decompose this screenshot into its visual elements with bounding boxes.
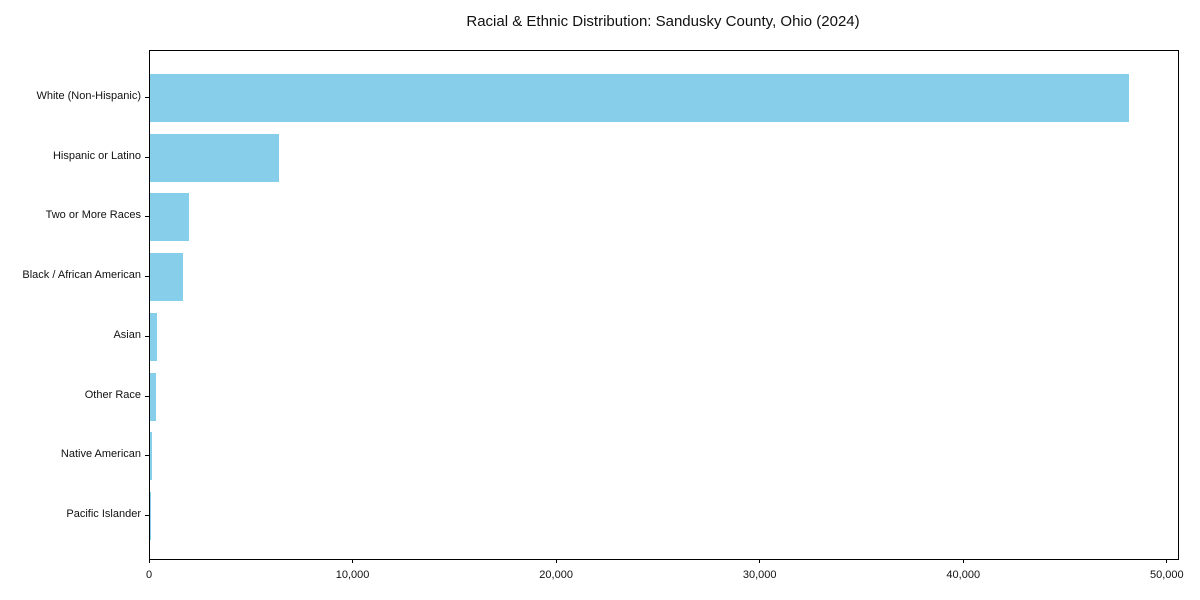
bar-black-african-american — [150, 253, 183, 302]
y-tick-mark — [145, 97, 149, 98]
y-tick-mark — [145, 395, 149, 397]
y-tick-label-other-race: Other Race — [84, 388, 141, 401]
y-tick-label-native-american: Native American — [60, 448, 141, 461]
x-tick-mark — [148, 559, 150, 563]
y-tick-mark — [145, 156, 149, 158]
x-tick-mark — [1166, 559, 1168, 563]
y-tick-label-two-or-more-races: Two or More Races — [45, 209, 141, 222]
bar-white-non-hispanic — [150, 74, 1130, 122]
bar-other-race — [150, 372, 156, 421]
x-tick-label-30000: 30,000 — [742, 569, 777, 581]
y-tick-mark — [145, 514, 149, 516]
x-tick-label-0: 0 — [145, 569, 153, 581]
plot-area — [149, 50, 1179, 560]
x-tick-mark — [352, 559, 354, 563]
bar-two-or-more-races — [150, 193, 189, 242]
y-tick-mark — [145, 335, 149, 337]
y-tick-label-asian: Asian — [113, 328, 141, 341]
chart-title: Racial & Ethnic Distribution: Sandusky C… — [466, 13, 860, 30]
y-tick-mark — [145, 276, 149, 278]
y-tick-label-pacific-islander: Pacific Islander — [66, 507, 141, 520]
x-tick-mark — [555, 559, 557, 563]
bar-native-american — [150, 432, 153, 481]
y-tick-label-white-non-hispanic: White (Non-Hispanic) — [36, 90, 141, 102]
x-tick-label-10000: 10,000 — [335, 569, 370, 581]
x-tick-label-20000: 20,000 — [539, 569, 573, 581]
y-tick-mark — [145, 216, 149, 218]
x-tick-mark — [962, 559, 964, 563]
x-tick-label-40000: 40,000 — [946, 569, 981, 581]
bar-hispanic-or-latino — [150, 133, 280, 182]
y-tick-label-black-african-american: Black / African American — [22, 269, 141, 282]
x-tick-label-50000: 50,000 — [1149, 569, 1184, 581]
y-tick-label-hispanic-or-latino: Hispanic or Latino — [52, 149, 141, 162]
y-tick-mark — [145, 455, 149, 457]
x-tick-mark — [759, 559, 761, 563]
bar-asian — [150, 312, 157, 361]
